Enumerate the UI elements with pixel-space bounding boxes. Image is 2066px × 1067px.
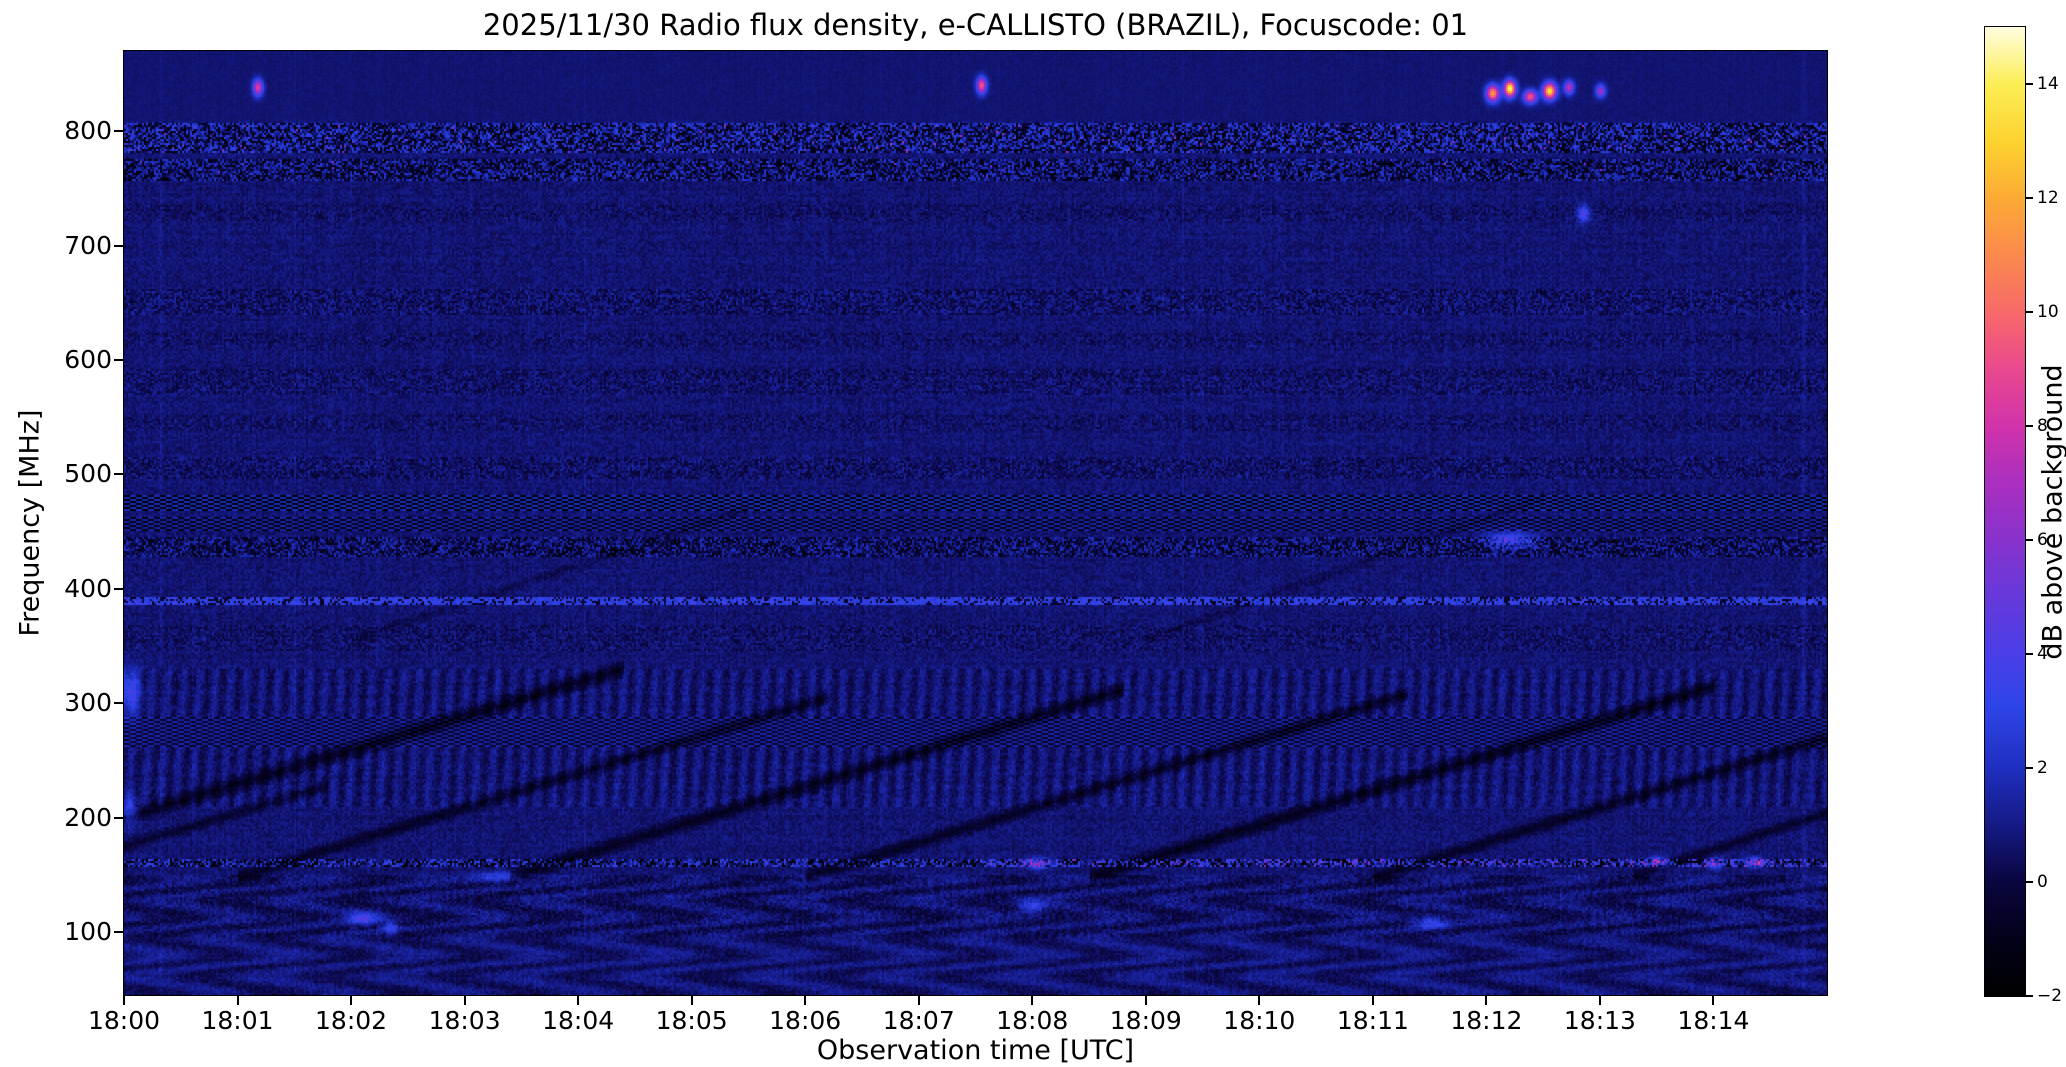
y-tick-mark <box>114 358 123 361</box>
y-tick-label: 600 <box>64 344 112 374</box>
x-tick-mark <box>350 996 353 1005</box>
x-tick-mark <box>690 996 693 1005</box>
x-tick-mark <box>236 996 239 1005</box>
y-tick-mark <box>114 473 123 476</box>
chart-title: 2025/11/30 Radio flux density, e-CALLIST… <box>482 8 1469 42</box>
x-tick-label: 18:12 <box>1450 1006 1523 1035</box>
x-tick-mark <box>1712 996 1715 1005</box>
colorbar-tick-mark <box>2026 539 2033 541</box>
colorbar-tick-mark <box>2026 311 2033 313</box>
x-tick-mark <box>1485 996 1488 1005</box>
y-tick-label: 300 <box>64 688 112 718</box>
x-tick-mark <box>1031 996 1034 1005</box>
y-tick-mark <box>114 130 123 133</box>
colorbar <box>1984 26 2026 997</box>
x-tick-mark <box>1144 996 1147 1005</box>
y-tick-label: 200 <box>64 802 112 832</box>
y-axis-label: Frequency [MHz] <box>14 409 46 637</box>
colorbar-tick-mark <box>2026 995 2033 997</box>
x-tick-label: 18:11 <box>1336 1006 1409 1035</box>
y-tick-mark <box>114 931 123 934</box>
y-tick-label: 800 <box>64 116 112 146</box>
x-tick-label: 18:05 <box>655 1006 728 1035</box>
x-tick-label: 18:14 <box>1677 1006 1750 1035</box>
colorbar-label: dB above background <box>2037 364 2066 660</box>
x-tick-label: 18:06 <box>769 1006 842 1035</box>
colorbar-tick-label: 6 <box>2037 530 2048 550</box>
x-tick-mark <box>1371 996 1374 1005</box>
x-axis-label: Observation time [UTC] <box>816 1035 1135 1066</box>
y-tick-mark <box>114 587 123 590</box>
y-tick-label: 700 <box>64 230 112 260</box>
colorbar-tick-label: 4 <box>2037 644 2048 664</box>
x-tick-mark <box>804 996 807 1005</box>
x-tick-label: 18:10 <box>1223 1006 1296 1035</box>
x-tick-label: 18:04 <box>542 1006 615 1035</box>
x-tick-mark <box>917 996 920 1005</box>
y-tick-mark <box>114 244 123 247</box>
x-tick-mark <box>123 996 125 1005</box>
spectrogram-canvas <box>124 51 1827 995</box>
x-tick-label: 18:13 <box>1563 1006 1636 1035</box>
colorbar-gradient <box>1985 27 2025 996</box>
colorbar-tick-mark <box>2026 197 2033 199</box>
colorbar-tick-label: 0 <box>2037 872 2048 892</box>
x-tick-mark <box>1258 996 1261 1005</box>
x-tick-mark <box>463 996 466 1005</box>
colorbar-tick-mark <box>2026 881 2033 883</box>
colorbar-tick-mark <box>2026 83 2033 85</box>
colorbar-tick-mark <box>2026 767 2033 769</box>
y-tick-label: 500 <box>64 459 112 489</box>
y-tick-mark <box>114 816 123 819</box>
y-tick-label: 100 <box>64 917 112 947</box>
x-tick-mark <box>577 996 580 1005</box>
colorbar-tick-label: 2 <box>2037 758 2048 778</box>
colorbar-tick-label: 10 <box>2037 302 2059 322</box>
colorbar-tick-label: 14 <box>2037 74 2059 94</box>
x-tick-label: 18:00 <box>87 1006 161 1035</box>
colorbar-tick-mark <box>2026 425 2033 427</box>
colorbar-tick-label: −2 <box>2037 986 2063 1006</box>
plot-area <box>123 50 1828 996</box>
x-tick-label: 18:03 <box>428 1006 501 1035</box>
x-tick-mark <box>1598 996 1601 1005</box>
x-tick-label: 18:01 <box>201 1006 274 1035</box>
x-tick-label: 18:09 <box>1109 1006 1182 1035</box>
x-tick-label: 18:08 <box>996 1006 1069 1035</box>
x-tick-label: 18:07 <box>882 1006 955 1035</box>
colorbar-tick-label: 8 <box>2037 416 2048 436</box>
colorbar-tick-label: 12 <box>2037 188 2059 208</box>
y-tick-label: 400 <box>64 573 112 603</box>
y-tick-mark <box>114 702 123 705</box>
x-tick-label: 18:02 <box>315 1006 388 1035</box>
colorbar-tick-mark <box>2026 653 2033 655</box>
